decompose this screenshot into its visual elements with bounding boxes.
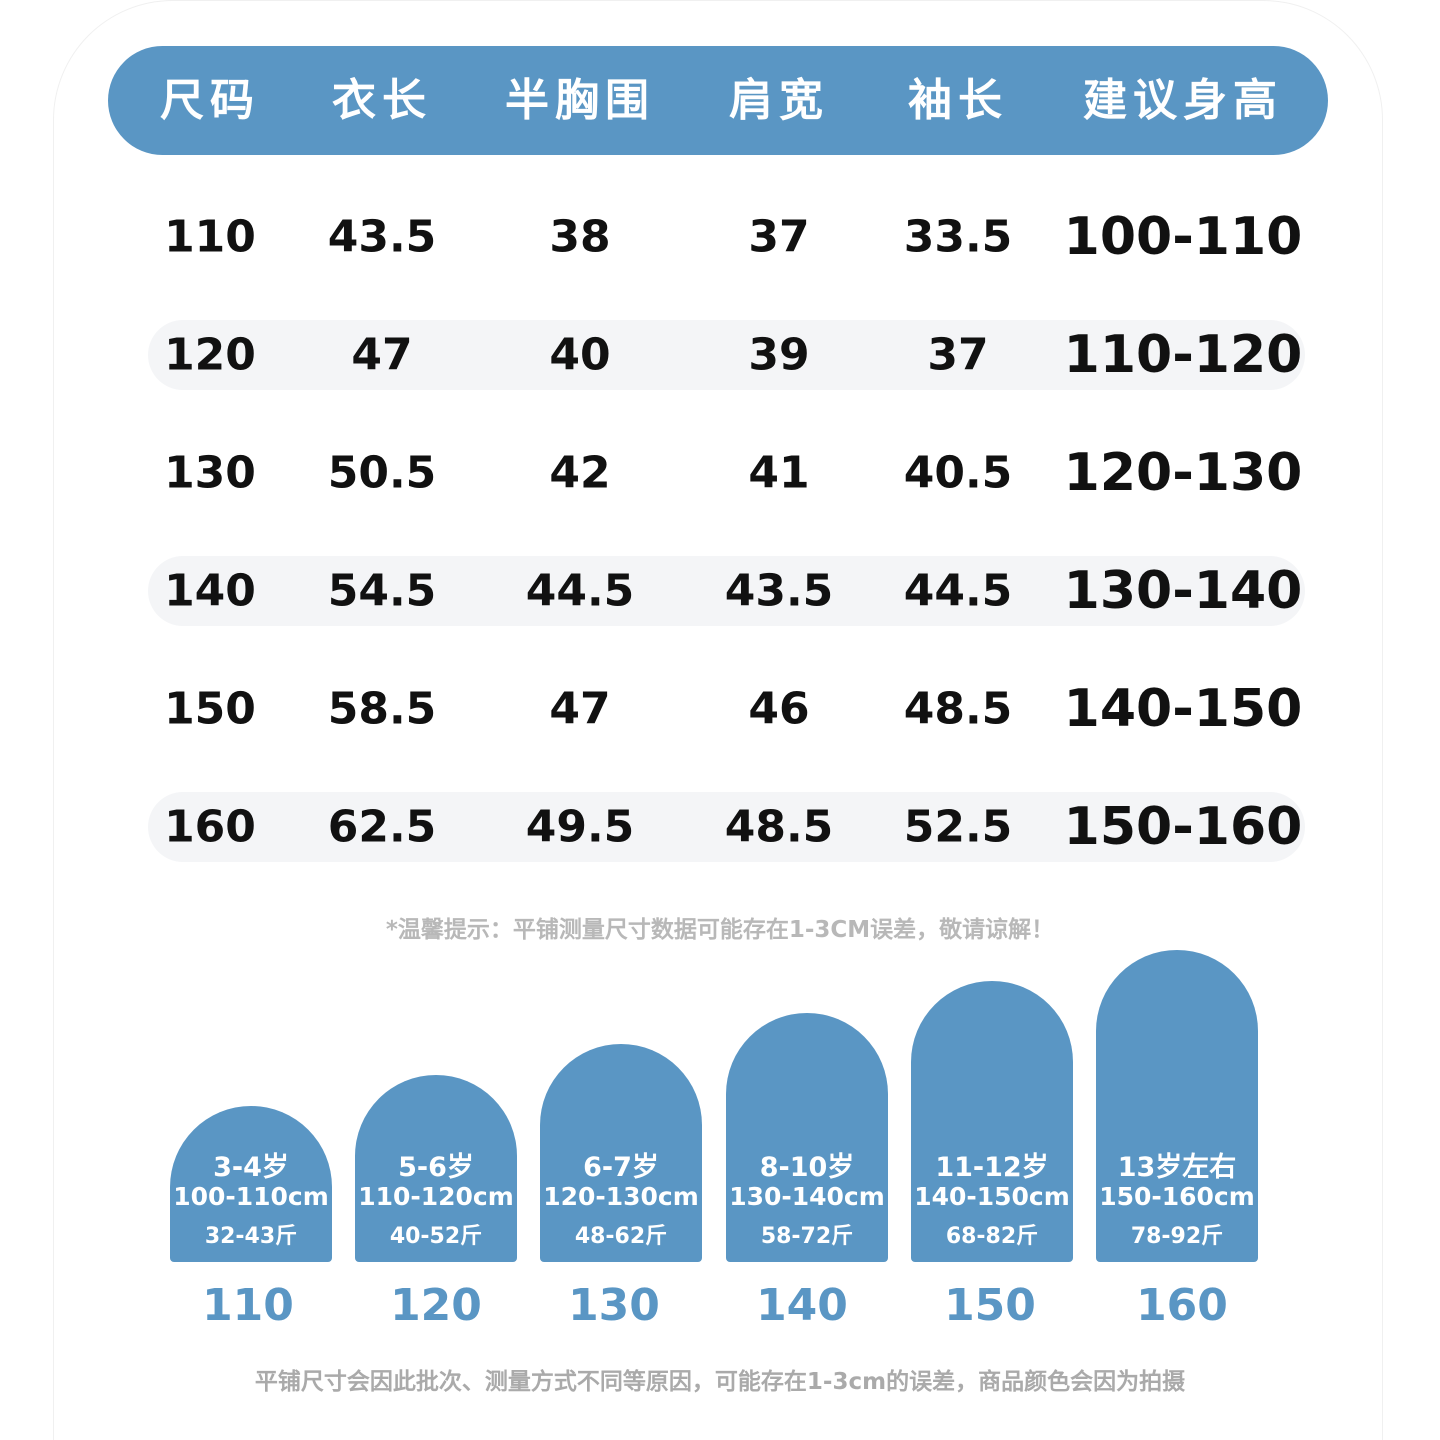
column-header: 半胸围 [505, 75, 655, 126]
table-cell: 48.5 [903, 683, 1013, 735]
table-cell: 54.5 [327, 565, 437, 617]
bar-size-label: 140 [756, 1280, 848, 1331]
table-cell: 120 [164, 329, 256, 381]
bar-weight: 40-52斤 [389, 1224, 483, 1250]
table-cell: 39 [748, 329, 810, 381]
table-row-stripe [148, 320, 1305, 390]
bar-age: 3-4岁 [213, 1152, 289, 1184]
table-row-stripe [148, 556, 1305, 626]
table-cell: 47 [549, 683, 611, 735]
height-bar: 8-10岁 130-140cm 58-72斤 [726, 1013, 888, 1262]
height-bar: 13岁左右 150-160cm 78-92斤 [1096, 950, 1258, 1262]
table-cell: 44.5 [903, 565, 1013, 617]
bar-height: 110-120cm [358, 1181, 514, 1211]
bar-age: 6-7岁 [583, 1152, 659, 1184]
column-header: 尺码 [160, 75, 260, 126]
bar-size-label: 120 [390, 1280, 482, 1331]
table-cell: 40 [549, 329, 611, 381]
height-bar: 6-7岁 120-130cm 48-62斤 [540, 1044, 702, 1262]
table-cell: 130 [164, 447, 256, 499]
bar-height: 150-160cm [1099, 1181, 1255, 1211]
bar-size-label: 150 [944, 1280, 1036, 1331]
table-row-stripe [148, 792, 1305, 862]
table-cell: 43.5 [724, 565, 834, 617]
bar-weight: 58-72斤 [760, 1224, 854, 1250]
table-cell: 40.5 [903, 447, 1013, 499]
bar-age: 5-6岁 [398, 1152, 474, 1184]
table-cell: 110-120 [1063, 325, 1303, 385]
bar-height: 100-110cm [173, 1181, 329, 1211]
bar-height: 140-150cm [914, 1181, 1070, 1211]
size-table-header: 尺码 衣长 半胸围 肩宽 袖长 建议身高 [108, 46, 1328, 155]
table-cell: 33.5 [903, 211, 1013, 263]
height-bar: 11-12岁 140-150cm 68-82斤 [911, 981, 1073, 1262]
table-cell: 110 [164, 211, 256, 263]
table-cell: 140-150 [1063, 679, 1303, 739]
measurement-tip: *温馨提示：平铺测量尺寸数据可能存在1-3CM误差，敬请谅解！ [385, 917, 1055, 943]
bar-height: 130-140cm [729, 1181, 885, 1211]
bar-age: 8-10岁 [759, 1152, 855, 1184]
bar-age: 11-12岁 [935, 1152, 1049, 1184]
bar-weight: 32-43斤 [204, 1224, 298, 1250]
column-header: 衣长 [332, 75, 432, 126]
bar-weight: 78-92斤 [1130, 1224, 1224, 1250]
table-cell: 44.5 [525, 565, 635, 617]
table-cell: 37 [748, 211, 810, 263]
table-cell: 58.5 [327, 683, 437, 735]
bar-size-label: 160 [1136, 1280, 1228, 1331]
table-cell: 43.5 [327, 211, 437, 263]
table-cell: 62.5 [327, 801, 437, 853]
height-bar: 5-6岁 110-120cm 40-52斤 [355, 1075, 517, 1262]
table-cell: 38 [549, 211, 611, 263]
table-cell: 42 [549, 447, 611, 499]
table-cell: 130-140 [1063, 561, 1303, 621]
table-cell: 46 [748, 683, 810, 735]
bar-height: 120-130cm [543, 1181, 699, 1211]
footer-note: 平铺尺寸会因此批次、测量方式不同等原因，可能存在1-3cm的误差，商品颜色会因为… [254, 1369, 1186, 1395]
bar-weight: 48-62斤 [574, 1224, 668, 1250]
table-cell: 52.5 [903, 801, 1013, 853]
table-cell: 41 [748, 447, 810, 499]
table-cell: 150 [164, 683, 256, 735]
table-cell: 50.5 [327, 447, 437, 499]
table-cell: 100-110 [1063, 207, 1303, 267]
table-cell: 49.5 [525, 801, 635, 853]
column-header: 肩宽 [729, 75, 829, 126]
table-cell: 120-130 [1063, 443, 1303, 503]
height-bar: 3-4岁 100-110cm 32-43斤 [170, 1106, 332, 1262]
column-header: 袖长 [908, 75, 1008, 126]
table-cell: 37 [927, 329, 989, 381]
bar-size-label: 130 [568, 1280, 660, 1331]
table-cell: 140 [164, 565, 256, 617]
column-header: 建议身高 [1083, 75, 1283, 126]
bar-size-label: 110 [202, 1280, 294, 1331]
page-card [53, 0, 1383, 1440]
bar-age: 13岁左右 [1117, 1152, 1237, 1184]
table-cell: 160 [164, 801, 256, 853]
table-cell: 47 [351, 329, 413, 381]
bar-weight: 68-82斤 [945, 1224, 1039, 1250]
table-cell: 150-160 [1063, 797, 1303, 857]
table-cell: 48.5 [724, 801, 834, 853]
